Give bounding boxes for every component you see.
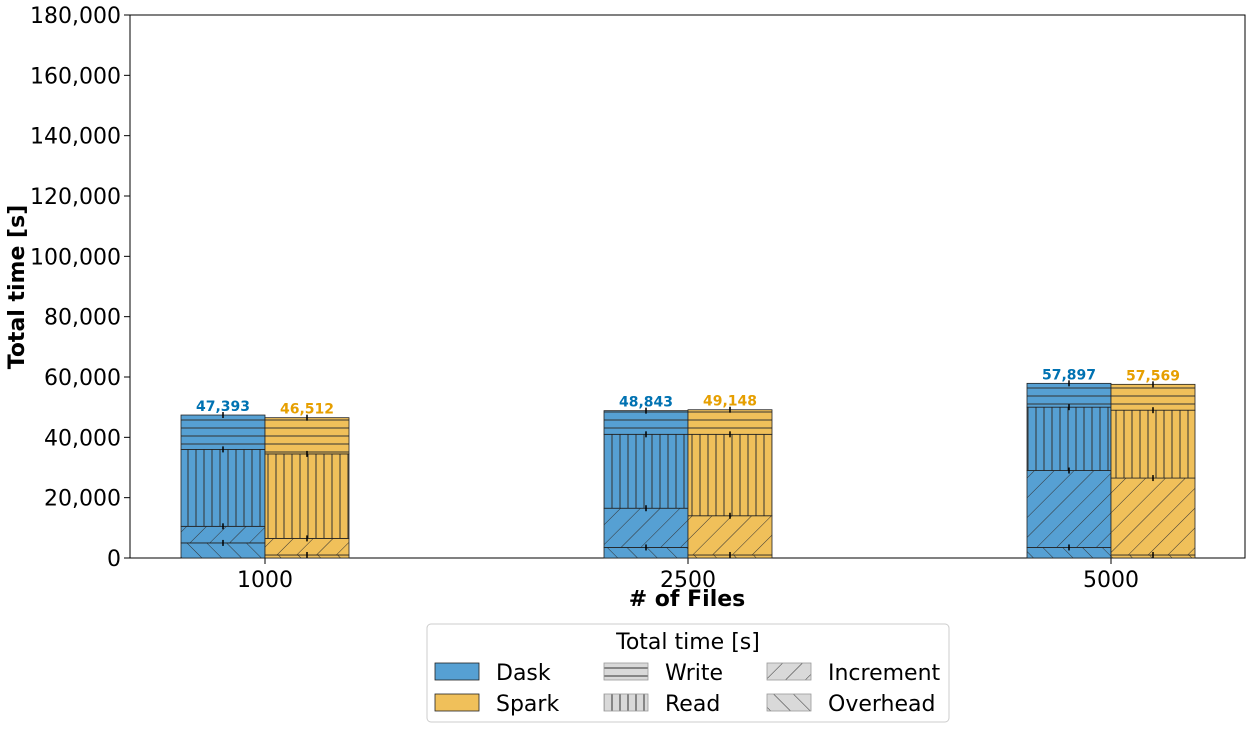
bar-dask-write xyxy=(180,414,266,450)
legend: Total time [s] Dask Write Increment Spark Re… xyxy=(426,623,950,723)
legend-label-dask: Dask xyxy=(496,661,551,686)
legend-frame xyxy=(426,623,950,723)
legend-swatch-increment xyxy=(766,662,812,681)
bar-dask-write xyxy=(603,410,689,435)
total-label-spark: 46,512 xyxy=(280,402,334,418)
bar-dask-read xyxy=(603,433,689,509)
total-label-dask: 48,843 xyxy=(619,395,673,411)
total-label-spark: 49,148 xyxy=(703,394,757,410)
total-label-dask: 57,897 xyxy=(1042,367,1096,383)
y-axis-title: Total time [s] xyxy=(5,205,30,370)
bar-dask-write xyxy=(1026,382,1112,408)
y-tick-label: 80,000 xyxy=(44,306,121,331)
legend-label-overhead: Overhead xyxy=(828,692,935,717)
x-axis-title: # of Files xyxy=(629,587,746,612)
bar-spark-write xyxy=(264,417,350,455)
y-tick-label: 180,000 xyxy=(30,4,121,29)
bar-dask-read xyxy=(180,448,266,527)
bar-spark-increment xyxy=(1110,477,1196,556)
legend-title: Total time [s] xyxy=(615,630,760,655)
y-tick-label: 160,000 xyxy=(30,64,121,89)
legend-label-read: Read xyxy=(665,692,720,717)
bar-dask-increment xyxy=(603,507,689,548)
bar-dask-read xyxy=(1026,406,1112,471)
y-tick-label: 60,000 xyxy=(44,366,121,391)
bar-spark-write xyxy=(1110,383,1196,411)
legend-label-write: Write xyxy=(665,661,723,686)
legend-label-increment: Increment xyxy=(828,661,941,686)
legend-label-spark: Spark xyxy=(496,692,559,717)
legend-swatch-spark xyxy=(434,693,480,712)
legend-swatch-overhead xyxy=(766,693,812,712)
legend-swatch-write xyxy=(603,662,649,681)
bar-spark-write xyxy=(687,409,773,435)
x-tick-label: 5000 xyxy=(1083,568,1139,593)
y-tick-label: 40,000 xyxy=(44,426,121,451)
bar-spark-read xyxy=(1110,409,1196,479)
legend-swatch-dask xyxy=(434,662,480,681)
y-tick-label: 0 xyxy=(107,547,121,572)
y-tick-label: 100,000 xyxy=(30,245,121,270)
plot-area: 0 20,000 40,000 60,000 80,000 100,000 120,000 1… xyxy=(30,4,1246,593)
bar-spark-read xyxy=(687,433,773,517)
x-tick-label: 2500 xyxy=(660,568,716,593)
y-tick-label: 120,000 xyxy=(30,185,121,210)
y-tick-label: 20,000 xyxy=(44,487,121,512)
bar-spark-increment xyxy=(687,515,773,556)
bar-spark-read xyxy=(264,453,350,539)
bar-dask-increment xyxy=(1026,470,1112,548)
y-tick-label: 140,000 xyxy=(30,125,121,150)
total-label-dask: 47,393 xyxy=(196,399,250,415)
total-label-spark: 57,569 xyxy=(1126,368,1180,384)
legend-swatch-read xyxy=(603,693,649,712)
x-tick-label: 1000 xyxy=(237,568,293,593)
